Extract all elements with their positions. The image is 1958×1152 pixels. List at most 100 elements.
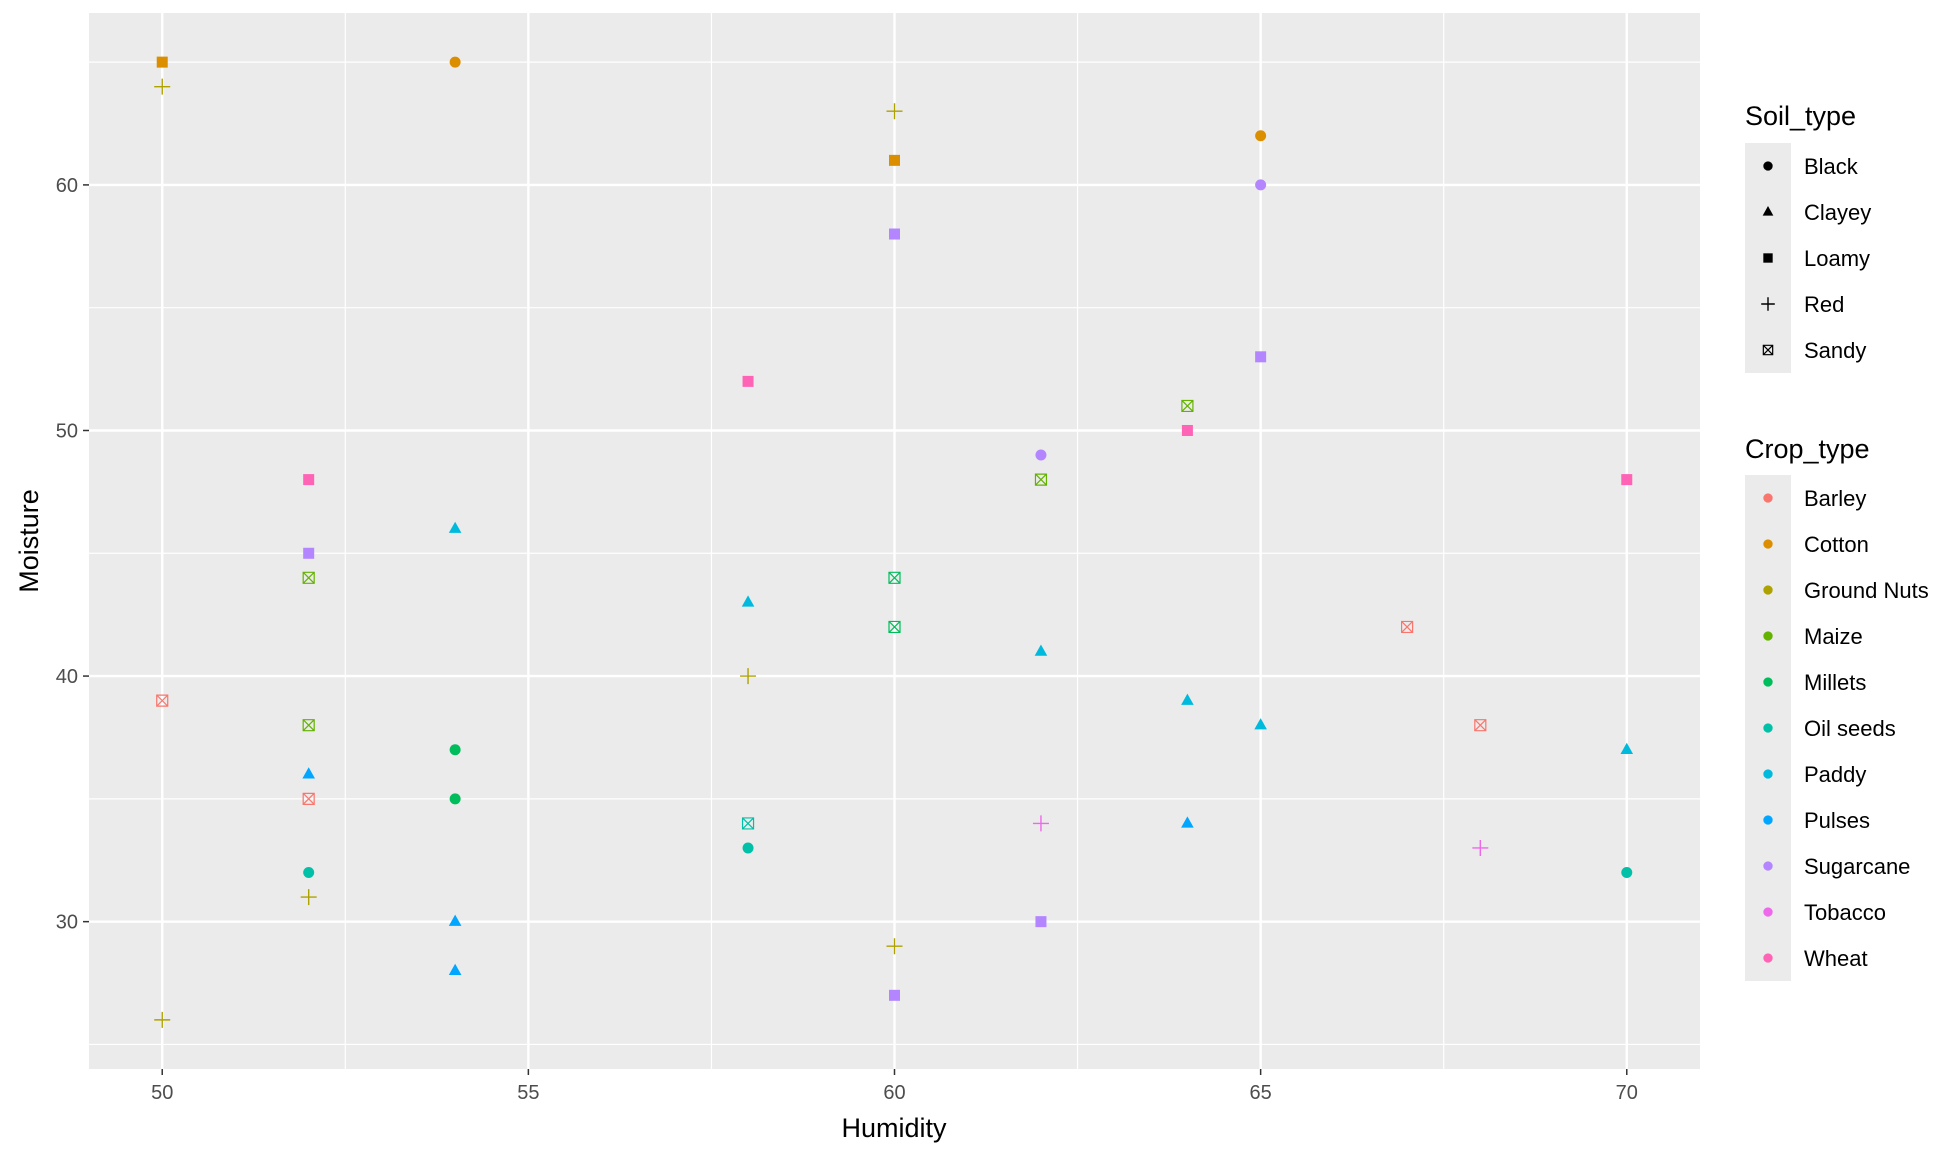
data-point (303, 547, 315, 559)
y-tick-label: 50 (56, 420, 78, 442)
data-point (302, 767, 315, 779)
soil-legend-key-glyph (1761, 297, 1775, 311)
data-point (742, 842, 754, 854)
data-point (1181, 424, 1193, 436)
crop-type-legend: Crop_type Barley Cotton Ground Nuts Maize Mi… (1745, 434, 1929, 981)
crop-legend-item-label: Wheat (1804, 946, 1868, 971)
crop-legend-item-label: Cotton (1804, 532, 1869, 557)
data-point (1400, 620, 1414, 634)
data-point (889, 989, 900, 1001)
x-axis-title: Humidity (841, 1113, 947, 1143)
data-point (1620, 742, 1634, 754)
data-point (1255, 179, 1267, 191)
y-axis-ticks: 30 40 50 60 (56, 175, 89, 934)
data-points (154, 56, 1634, 1028)
crop-legend-item-label: Pulses (1804, 808, 1870, 833)
data-point (1621, 867, 1633, 879)
data-point (888, 571, 901, 584)
data-point (303, 474, 315, 486)
crop-legend-key-glyph (1763, 769, 1773, 779)
data-point (154, 78, 171, 95)
crop-legend-item-label: Sugarcane (1804, 854, 1910, 879)
data-point (302, 792, 315, 805)
soil-legend-key-glyph (1762, 206, 1774, 216)
data-point (449, 56, 461, 68)
soil-legend-key-glyph (1763, 253, 1773, 263)
data-point (1255, 130, 1267, 142)
data-point (1181, 693, 1194, 705)
data-point (156, 694, 169, 707)
crop-legend-item-label: Ground Nuts (1804, 578, 1929, 603)
crop-legend-key-glyph (1763, 815, 1773, 825)
soil-legend-key-glyph (1762, 344, 1774, 356)
data-point (448, 963, 462, 975)
data-point (741, 595, 755, 607)
x-tick-label: 55 (517, 1082, 539, 1104)
data-point (1035, 916, 1047, 928)
crop-legend-item-label: Millets (1804, 670, 1866, 695)
data-point (1034, 473, 1048, 486)
crop-legend-item-label: Tobacco (1804, 900, 1886, 925)
data-point (449, 744, 461, 756)
data-point (300, 889, 317, 906)
data-point (1621, 474, 1633, 486)
crop-legend-key-glyph (1763, 723, 1773, 733)
data-point (889, 154, 900, 166)
crop-legend-key-glyph (1763, 861, 1773, 871)
data-point (1034, 644, 1048, 656)
y-tick-label: 60 (56, 175, 78, 197)
data-point (740, 668, 757, 685)
data-point (1255, 351, 1267, 363)
crop-legend-key-glyph (1763, 493, 1773, 503)
x-tick-label: 50 (151, 1082, 173, 1104)
data-point (1035, 449, 1047, 461)
crop-legend-key-glyph (1763, 677, 1773, 687)
data-point (154, 1011, 171, 1028)
data-point (1474, 719, 1487, 732)
soil-legend-item-label: Clayey (1804, 200, 1871, 225)
crop-legend-item-label: Barley (1804, 486, 1866, 511)
crop-legend-item-label: Oil seeds (1804, 716, 1896, 741)
x-tick-label: 65 (1250, 1082, 1272, 1104)
data-point (1472, 839, 1489, 856)
crop-legend-item-label: Paddy (1804, 762, 1866, 787)
data-point (302, 571, 315, 584)
crop-legend-key-glyph (1763, 953, 1773, 963)
soil-legend-key-glyph (1763, 161, 1773, 171)
data-point (889, 228, 900, 240)
data-point (886, 103, 903, 120)
y-axis-title: Moisture (14, 489, 44, 593)
soil-legend-item-label: Sandy (1804, 338, 1866, 363)
x-tick-label: 70 (1616, 1082, 1638, 1104)
soil-type-legend-title: Soil_type (1745, 101, 1856, 131)
soil-legend-item-label: Red (1804, 292, 1844, 317)
data-point (1181, 816, 1194, 828)
x-axis-ticks: 50 55 60 65 70 (151, 1069, 1638, 1104)
data-point (1032, 815, 1049, 832)
data-point (886, 938, 903, 955)
crop-legend-key-glyph (1763, 907, 1773, 917)
crop-type-legend-title: Crop_type (1745, 434, 1870, 464)
data-point (448, 521, 462, 533)
crop-legend-key-glyph (1763, 631, 1773, 641)
y-tick-label: 30 (56, 912, 78, 934)
data-point (448, 914, 462, 926)
soil-legend-item-label: Black (1804, 154, 1859, 179)
x-tick-label: 60 (883, 1082, 905, 1104)
soil-type-legend: Soil_type Black Clayey Loamy Red Sandy (1745, 101, 1871, 373)
grid-major (89, 13, 1700, 1069)
data-point (303, 867, 315, 879)
data-point (1181, 399, 1194, 413)
data-point (156, 56, 168, 68)
y-tick-label: 40 (56, 666, 78, 688)
data-point (302, 719, 315, 732)
crop-legend-item-label: Maize (1804, 624, 1863, 649)
data-point (1254, 718, 1267, 730)
data-point (741, 817, 755, 830)
data-point (742, 375, 754, 387)
data-point (449, 793, 461, 805)
data-point (888, 620, 901, 634)
crop-legend-key-glyph (1763, 585, 1773, 595)
crop-legend-key-glyph (1763, 539, 1773, 549)
